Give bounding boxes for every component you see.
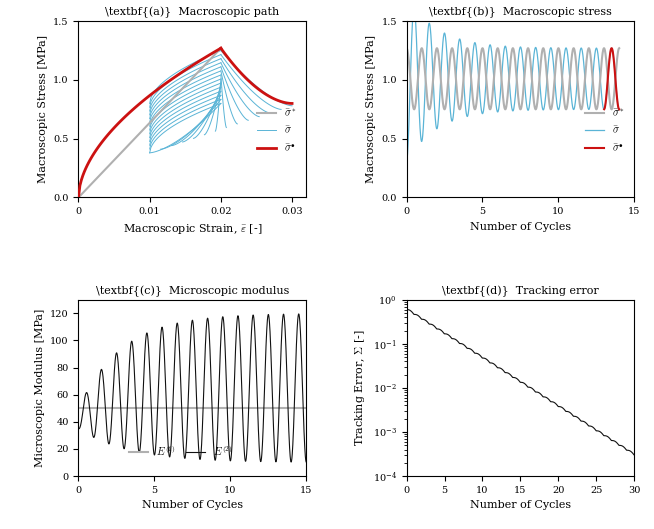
X-axis label: Macroscopic Strain, $\bar{\varepsilon}$ [-]: Macroscopic Strain, $\bar{\varepsilon}$ … <box>123 222 262 236</box>
$\bar{\sigma}^*$ <box>615 45 623 51</box>
$\bar{\sigma}$ <box>407 69 415 76</box>
Line: $\bar{\sigma}^{\bullet}$: $\bar{\sigma}^{\bullet}$ <box>221 48 292 104</box>
$E^{(2)}$ <box>194 437 202 444</box>
Y-axis label: Microscopic Modulus [MPa]: Microscopic Modulus [MPa] <box>35 309 44 467</box>
$\bar{\sigma}^{\bullet}$ <box>231 62 239 69</box>
Title: \textbf{(b)}  Macroscopic stress: \textbf{(b)} Macroscopic stress <box>429 7 612 19</box>
$\bar{\sigma}$ <box>409 18 417 24</box>
$\bar{\sigma}^{\bullet}$ <box>284 100 292 106</box>
$E^{(2)}$ <box>75 425 82 432</box>
$\bar{\sigma}^{\bullet}$ <box>610 54 617 60</box>
$E^{(2)}$ <box>151 448 159 454</box>
$\bar{\sigma}^*$ <box>410 106 418 113</box>
$\bar{\sigma}$ <box>414 70 422 77</box>
Line: $E^{(2)}$: $E^{(2)}$ <box>78 314 306 462</box>
Line: $\bar{\sigma}$: $\bar{\sigma}$ <box>150 104 221 153</box>
X-axis label: Number of Cycles: Number of Cycles <box>142 500 243 510</box>
$\bar{\sigma}^*$ <box>407 78 415 85</box>
$\bar{\sigma}$ <box>164 126 172 133</box>
Line: $\bar{\sigma}^{\bullet}$: $\bar{\sigma}^{\bullet}$ <box>604 48 619 110</box>
$\bar{\sigma}^*$ <box>518 101 526 107</box>
Title: \textbf{(c)}  Microscopic modulus: \textbf{(c)} Microscopic modulus <box>95 286 289 297</box>
$\bar{\sigma}^{\bullet}$ <box>608 45 615 51</box>
Title: \textbf{(a)}  Macroscopic path: \textbf{(a)} Macroscopic path <box>105 7 279 19</box>
$\bar{\sigma}^{\bullet}$ <box>613 101 621 107</box>
$\bar{\sigma}$ <box>576 49 584 55</box>
$\bar{\sigma}$ <box>170 122 178 129</box>
$\bar{\sigma}$ <box>615 106 623 113</box>
Line: $\bar{\sigma}$: $\bar{\sigma}$ <box>407 21 619 162</box>
$\bar{\sigma}$ <box>158 131 165 138</box>
$\bar{\sigma}$ <box>166 125 174 131</box>
$\bar{\sigma}$ <box>403 159 411 166</box>
$\bar{\sigma}^{\bullet}$ <box>254 85 262 92</box>
Line: $\bar{\sigma}^*$: $\bar{\sigma}^*$ <box>407 48 619 110</box>
Legend: $E^{(1)}$, $E^{(2)}$: $E^{(1)}$, $E^{(2)}$ <box>125 440 237 462</box>
$\bar{\sigma}$ <box>190 112 198 118</box>
$\bar{\sigma}$ <box>217 101 225 107</box>
Legend: $\bar{\sigma}^*$, $\bar{\sigma}$, $\bar{\sigma}^{\bullet}$: $\bar{\sigma}^*$, $\bar{\sigma}$, $\bar{… <box>581 103 629 158</box>
$\bar{\sigma}^*$ <box>576 103 584 109</box>
Y-axis label: Macroscopic Stress [MPa]: Macroscopic Stress [MPa] <box>38 35 48 184</box>
$E^{(2)}$ <box>199 410 207 416</box>
$E^{(1)}$ <box>90 405 97 412</box>
$\bar{\sigma}^{\bullet}$ <box>260 89 267 96</box>
$E^{(2)}$ <box>295 311 303 317</box>
Legend: $\bar{\sigma}^*$, $\bar{\sigma}$, $\bar{\sigma}^{\bullet}$: $\bar{\sigma}^*$, $\bar{\sigma}$, $\bar{… <box>253 103 301 158</box>
$\bar{\sigma}^{\bullet}$ <box>615 106 623 113</box>
$\bar{\sigma}^*$ <box>472 106 479 112</box>
$\bar{\sigma}^*$ <box>414 78 422 84</box>
$\bar{\sigma}^{\bullet}$ <box>611 66 619 72</box>
$\bar{\sigma}^{\bullet}$ <box>283 99 290 106</box>
Y-axis label: Macroscopic Stress [MPa]: Macroscopic Stress [MPa] <box>366 35 376 184</box>
X-axis label: Number of Cycles: Number of Cycles <box>470 222 571 232</box>
Title: \textbf{(d)}  Tracking error: \textbf{(d)} Tracking error <box>442 286 599 297</box>
$\bar{\sigma}^{\bullet}$ <box>233 66 241 72</box>
$\bar{\sigma}^{\bullet}$ <box>610 52 617 59</box>
$E^{(1)}$ <box>75 405 82 412</box>
$\bar{\sigma}^{\bullet}$ <box>288 101 296 107</box>
$\bar{\sigma}$ <box>472 40 479 47</box>
$\bar{\sigma}^{\bullet}$ <box>610 60 618 66</box>
$\bar{\sigma}^{\bullet}$ <box>600 106 608 113</box>
Y-axis label: Tracking Error, $\Sigma$ [-]: Tracking Error, $\Sigma$ [-] <box>353 330 367 446</box>
$\bar{\sigma}$ <box>146 150 154 156</box>
$E^{(2)}$ <box>302 459 310 466</box>
$E^{(2)}$ <box>113 350 121 357</box>
$\bar{\sigma}^*$ <box>451 62 458 69</box>
$E^{(2)}$ <box>105 441 112 447</box>
$\bar{\sigma}^{\bullet}$ <box>607 47 615 53</box>
$\bar{\sigma}$ <box>169 123 177 130</box>
$\bar{\sigma}$ <box>518 49 526 56</box>
X-axis label: Number of Cycles: Number of Cycles <box>470 500 571 510</box>
$E^{(2)}$ <box>173 320 181 326</box>
$\bar{\sigma}^*$ <box>403 45 411 51</box>
$\bar{\sigma}$ <box>451 94 458 100</box>
$\bar{\sigma}^{\bullet}$ <box>217 45 225 51</box>
